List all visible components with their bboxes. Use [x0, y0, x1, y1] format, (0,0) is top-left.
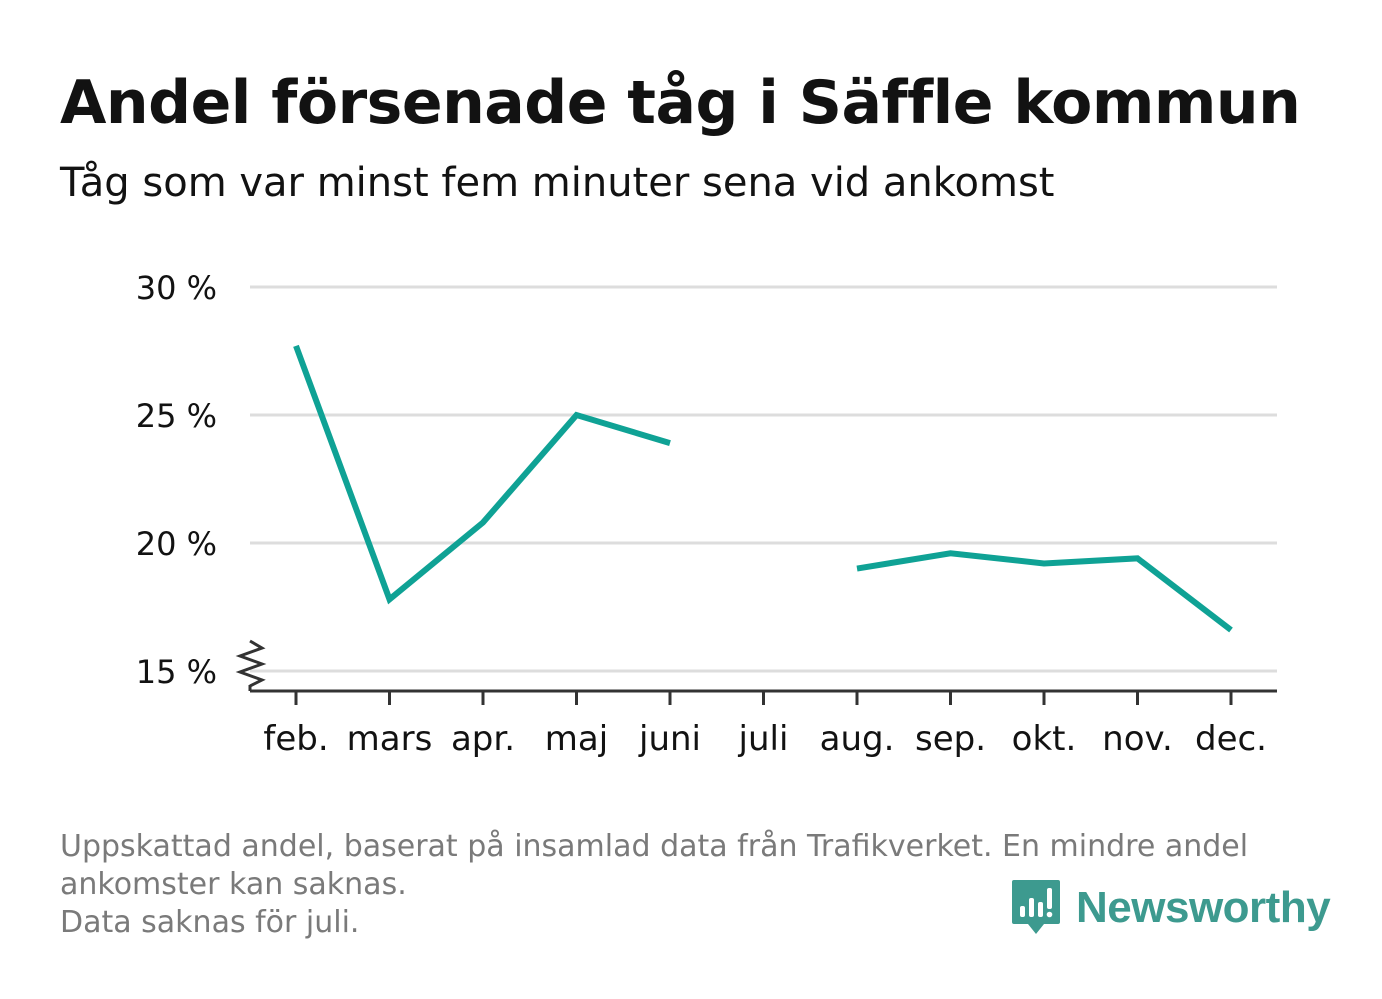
x-tick-label: sep.	[915, 719, 986, 759]
y-tick-label: 20 %	[136, 525, 217, 563]
footnote-line-2: ankomster kan saknas.	[60, 867, 407, 902]
x-tick-label: nov.	[1102, 719, 1173, 759]
x-tick-label: maj	[545, 719, 608, 759]
footnote: Uppskattad andel, baserat på insamlad da…	[60, 828, 1320, 942]
x-tick-label: okt.	[1012, 719, 1077, 759]
footnote-line-1: Uppskattad andel, baserat på insamlad da…	[60, 829, 1249, 864]
newsworthy-chart-bubble-icon	[1012, 880, 1060, 934]
series-line	[856, 550, 1233, 633]
x-tick-label: apr.	[451, 719, 515, 759]
newsworthy-logo: Newsworthy	[1010, 878, 1331, 938]
x-tick-label: juni	[638, 719, 701, 759]
footnote-line-3: Data saknas för juli.	[60, 905, 360, 940]
y-tick-label: 30 %	[136, 269, 217, 307]
x-tick-label: dec.	[1195, 719, 1267, 759]
y-tick-label: 25 %	[136, 397, 217, 435]
x-tick-label: juli	[738, 719, 789, 759]
chart-subtitle: Tåg som var minst fem minuter sena vid a…	[60, 160, 1055, 206]
x-tick-label: aug.	[820, 719, 895, 759]
x-tick-label: feb.	[263, 719, 328, 759]
series-line	[293, 344, 671, 605]
brand-name: Newsworthy	[1076, 883, 1331, 932]
chart-title: Andel försenade tåg i Säffle kommun	[60, 68, 1301, 138]
y-tick-label: 15 %	[136, 653, 217, 691]
x-tick-label: mars	[347, 719, 433, 759]
axis-break-zigzag	[235, 639, 267, 688]
